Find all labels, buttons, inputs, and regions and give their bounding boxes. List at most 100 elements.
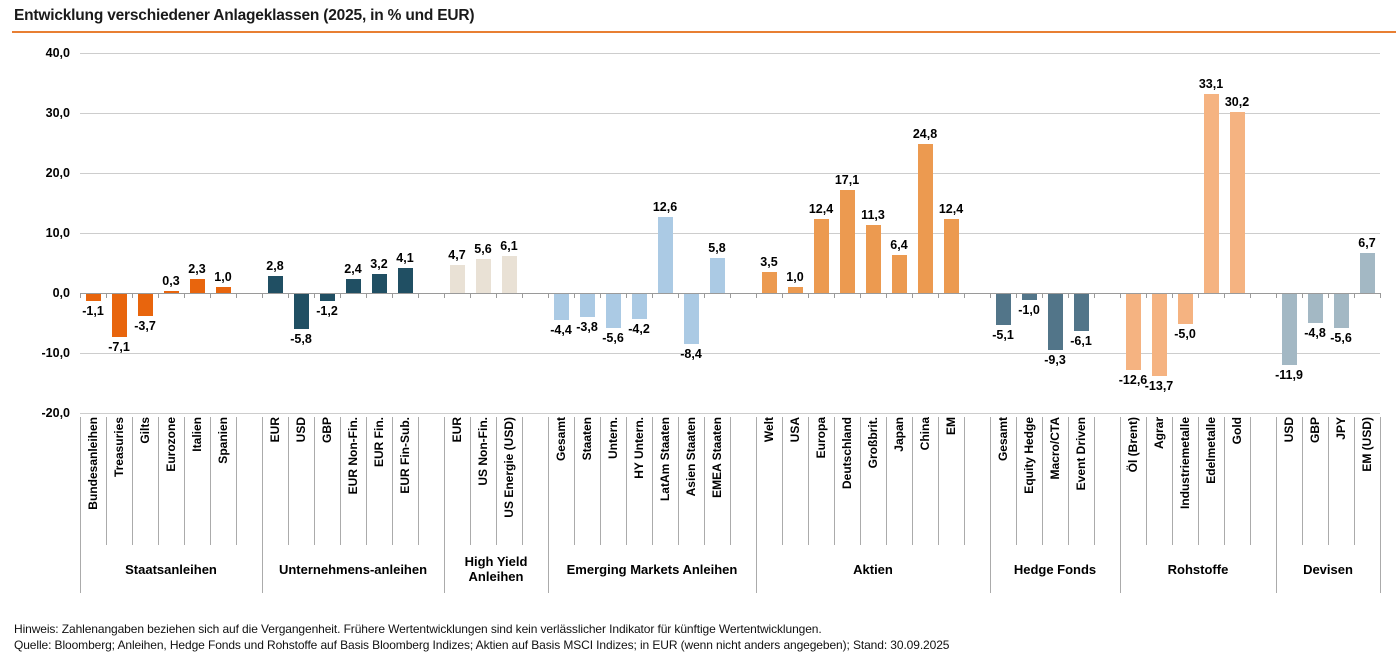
footer-source: Quelle: Bloomberg; Anleihen, Hedge Fonds… xyxy=(14,638,950,652)
cell-divider xyxy=(158,417,159,545)
group-divider xyxy=(1380,417,1381,593)
axis-tick xyxy=(652,293,653,298)
category-label-text: Equity Hedge xyxy=(1022,417,1036,494)
category-label: Spanien xyxy=(210,417,236,545)
bar-value-label: 1,0 xyxy=(786,270,804,284)
bar xyxy=(787,287,803,293)
category-label-text: USD xyxy=(294,417,308,443)
bar xyxy=(1359,252,1375,293)
bar-value-label: 4,7 xyxy=(448,247,466,262)
category-label-text: US Non-Fin. xyxy=(476,417,490,486)
bar-value-label: 5,6 xyxy=(474,242,492,257)
bar xyxy=(657,217,673,293)
category-label: GBP xyxy=(314,417,340,545)
category-label: EMEA Staaten xyxy=(704,417,730,545)
cell-divider xyxy=(834,417,835,545)
group-divider xyxy=(990,417,991,593)
category-label: HY Untern. xyxy=(626,417,652,545)
bar-value-label: -8,4 xyxy=(680,347,702,362)
axis-tick xyxy=(288,293,289,298)
axis-tick xyxy=(496,293,497,298)
category-label-text: GBP xyxy=(320,417,334,444)
axis-tick xyxy=(1042,293,1043,298)
category-label-text: Europa xyxy=(814,417,828,459)
bar-value-label: -1,1 xyxy=(82,303,104,318)
bar-value-label: 2,8 xyxy=(266,259,284,274)
bar-value-label: -9,3 xyxy=(1044,352,1066,367)
category-label-text: EM xyxy=(944,417,958,435)
category-label: LatAm Staaten xyxy=(652,417,678,545)
bar xyxy=(111,294,127,337)
category-label-text: HY Untern. xyxy=(632,417,646,479)
category-label-text: Welt xyxy=(762,417,776,443)
cell-divider xyxy=(288,417,289,545)
bar xyxy=(553,294,569,321)
group-label: Devisen xyxy=(1303,561,1353,577)
bar xyxy=(189,279,205,293)
category-label: USA xyxy=(782,417,808,545)
bar-value-label: 24,8 xyxy=(912,127,938,142)
bar xyxy=(865,225,881,293)
bar xyxy=(319,294,335,302)
axis-tick xyxy=(1276,293,1277,298)
axis-tick xyxy=(132,293,133,298)
cell-divider xyxy=(912,417,913,545)
axis-tick xyxy=(262,293,263,298)
bar xyxy=(1281,294,1297,366)
bar-value-label: -12,6 xyxy=(1118,372,1148,387)
axis-tick xyxy=(678,293,679,298)
category-label: GBP xyxy=(1302,417,1328,545)
bar xyxy=(631,294,647,320)
axis-tick xyxy=(80,293,81,298)
bar xyxy=(1151,294,1167,377)
category-label-text: GBP xyxy=(1308,417,1322,444)
cell-divider xyxy=(938,417,939,545)
bar-value-label: -6,1 xyxy=(1070,333,1092,348)
bar xyxy=(85,294,101,301)
cell-divider xyxy=(1146,417,1147,545)
cell-divider xyxy=(1302,417,1303,545)
category-label: EM (USD) xyxy=(1354,417,1380,545)
category-label: Großbrit. xyxy=(860,417,886,545)
group-divider xyxy=(262,417,263,593)
axis-tick xyxy=(834,293,835,298)
category-label: Treasuries xyxy=(106,417,132,545)
cell-divider xyxy=(418,417,419,545)
cell-divider xyxy=(964,417,965,545)
axis-tick xyxy=(444,293,445,298)
category-label: EUR xyxy=(262,417,288,545)
bar-value-label: 4,1 xyxy=(396,251,414,266)
bar-value-label: 6,1 xyxy=(500,239,518,254)
cell-divider xyxy=(730,417,731,545)
axis-tick xyxy=(1224,293,1225,298)
bar-value-label: 0,3 xyxy=(162,274,180,289)
bar xyxy=(683,294,699,345)
bar xyxy=(1177,294,1193,324)
axis-tick xyxy=(392,293,393,298)
bar-value-label: 33,1 xyxy=(1198,77,1224,92)
category-label-text: Japan xyxy=(892,417,906,452)
bar-value-label: -4,2 xyxy=(628,322,650,337)
axis-tick xyxy=(1146,293,1147,298)
group-label: Unternehmens-anleihen xyxy=(278,561,428,577)
y-axis-label: -10,0 xyxy=(41,346,71,360)
axis-tick xyxy=(990,293,991,298)
category-label: Öl (Brent) xyxy=(1120,417,1146,545)
bar xyxy=(371,273,387,293)
category-label-text: US Energie (USD) xyxy=(502,417,516,518)
bar-value-label: 1,0 xyxy=(214,270,232,284)
cell-divider xyxy=(1250,417,1251,545)
y-axis-label: 0,0 xyxy=(52,286,70,300)
category-label: Gesamt xyxy=(990,417,1016,545)
y-axis-label: 20,0 xyxy=(45,166,70,180)
gridline xyxy=(80,173,1380,174)
chart-title: Entwicklung verschiedener Anlageklassen … xyxy=(14,7,475,24)
axis-tick xyxy=(1172,293,1173,298)
bar xyxy=(579,294,595,317)
bar xyxy=(1203,94,1219,293)
cell-divider xyxy=(886,417,887,545)
category-label-text: USA xyxy=(788,417,802,443)
axis-tick xyxy=(730,293,731,298)
bar-value-label: -13,7 xyxy=(1144,379,1174,394)
